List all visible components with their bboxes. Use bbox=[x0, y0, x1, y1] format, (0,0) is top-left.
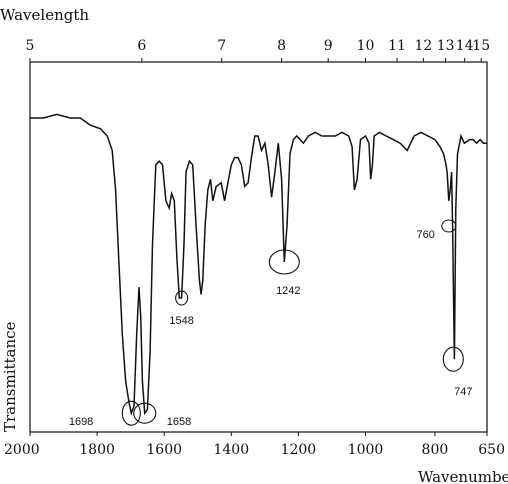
top-tick-label: 12 bbox=[414, 38, 432, 54]
y-axis-title: Transmittance bbox=[1, 321, 19, 432]
peak-label-1242: 1242 bbox=[276, 285, 300, 297]
x-axis-title: Wavenumber bbox=[418, 468, 508, 484]
top-tick-label: 15 bbox=[472, 38, 490, 54]
peak-label-760: 760 bbox=[416, 229, 434, 241]
top-tick-label: 8 bbox=[277, 38, 286, 54]
bottom-tick-label: 1200 bbox=[281, 442, 317, 458]
top-tick-label: 9 bbox=[324, 38, 333, 54]
peak-marker-747 bbox=[442, 346, 464, 372]
peak-label-1698: 1698 bbox=[69, 416, 93, 428]
top-tick-label: 13 bbox=[437, 38, 455, 54]
peak-marker-1548 bbox=[175, 290, 189, 306]
top-tick-label: 7 bbox=[217, 38, 226, 54]
bottom-tick-label: 1400 bbox=[213, 442, 249, 458]
peak-marker-1658 bbox=[133, 402, 157, 424]
bottom-axis: 2000 1800 1600 1400 1200 1000 800 650 bbox=[4, 432, 505, 458]
top-tick-label: 14 bbox=[456, 38, 474, 54]
peak-label-1548: 1548 bbox=[169, 315, 193, 327]
top-tick-label: 10 bbox=[357, 38, 375, 54]
bottom-tick-label: 1000 bbox=[348, 442, 384, 458]
peak-annotations: 1698 1658 1548 1242 760 747 bbox=[69, 219, 473, 428]
spectrum-line bbox=[30, 113, 487, 416]
top-tick-label: 6 bbox=[137, 38, 146, 54]
peak-marker-1242 bbox=[268, 249, 300, 275]
bottom-tick-label: 1600 bbox=[146, 442, 182, 458]
bottom-tick-label: 800 bbox=[422, 442, 449, 458]
bottom-tick-label: 2000 bbox=[4, 442, 40, 458]
top-tick-label: 5 bbox=[26, 38, 35, 54]
peak-marker-760 bbox=[441, 219, 457, 233]
plot-frame bbox=[29, 61, 488, 433]
peak-marker-1698 bbox=[121, 400, 141, 426]
bottom-tick-label: 1800 bbox=[79, 442, 115, 458]
top-tick-label: 11 bbox=[388, 38, 406, 54]
peak-label-1658: 1658 bbox=[167, 416, 191, 428]
top-axis-title: Wavelength bbox=[0, 6, 89, 24]
bottom-tick-label: 650 bbox=[478, 442, 505, 458]
peak-label-747: 747 bbox=[454, 386, 472, 398]
